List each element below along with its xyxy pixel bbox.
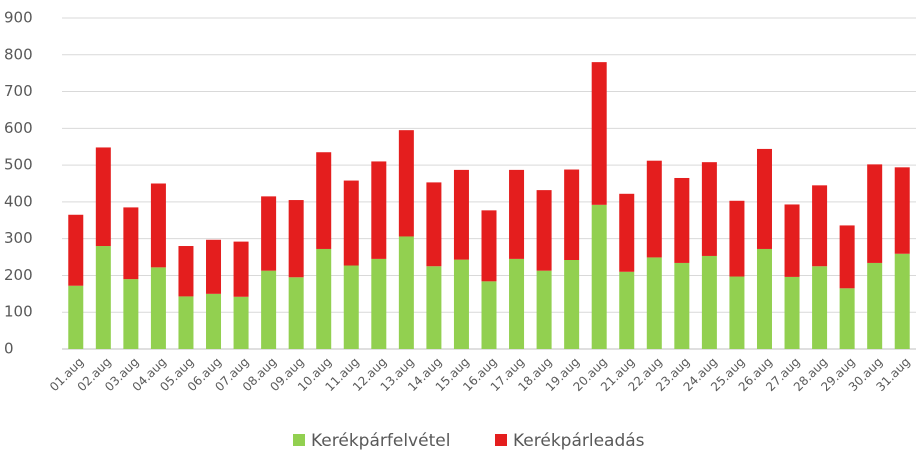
bar-segment	[426, 266, 441, 349]
bar-segment	[537, 271, 552, 349]
bar-segment	[344, 181, 359, 266]
bar-segment	[96, 147, 111, 246]
bar-segment	[261, 196, 276, 270]
bar-segment	[454, 260, 469, 349]
bar-segment	[261, 271, 276, 349]
bar-segment	[206, 294, 221, 349]
bar-segment	[867, 164, 882, 263]
bar-segment	[895, 167, 910, 253]
bar-segment	[234, 297, 249, 349]
y-tick-label: 200	[4, 266, 33, 284]
y-tick-label: 800	[4, 45, 33, 63]
bar-segment	[399, 236, 414, 349]
bar-segment	[371, 259, 386, 349]
bar-segment	[564, 260, 579, 349]
y-tick-label: 700	[4, 82, 33, 100]
bar-segment	[96, 246, 111, 349]
bar-segment	[812, 185, 827, 266]
bar-segment	[840, 288, 855, 349]
bar-segment	[509, 170, 524, 259]
bar-segment	[123, 279, 138, 349]
bar-segment	[289, 277, 304, 349]
legend-swatch	[293, 434, 305, 446]
bar-segment	[399, 130, 414, 236]
bar-segment	[592, 205, 607, 349]
bar-segment	[564, 170, 579, 260]
bar-segment	[812, 266, 827, 349]
bar-segment	[426, 182, 441, 266]
bar-segment	[729, 277, 744, 349]
bar-segment	[316, 249, 331, 349]
bar-segment	[68, 215, 83, 286]
y-tick-label: 900	[4, 9, 33, 27]
chart: 010020030040050060070080090001.aug02.aug…	[0, 0, 918, 452]
bar-segment	[647, 161, 662, 258]
bar-segment	[785, 277, 800, 349]
bar-segment	[537, 190, 552, 271]
bar-segment	[867, 263, 882, 349]
bar-segment	[178, 246, 193, 296]
bar-segment	[729, 201, 744, 277]
bar-segment	[509, 259, 524, 349]
bar-segment	[316, 152, 331, 249]
legend-label: Kerékpárfelvétel	[311, 431, 450, 451]
bar-segment	[619, 194, 634, 272]
y-tick-label: 0	[4, 340, 14, 358]
y-tick-label: 400	[4, 192, 33, 210]
legend-label: Kerékpárleadás	[513, 431, 645, 451]
bar-segment	[289, 200, 304, 277]
y-tick-label: 300	[4, 229, 33, 247]
bar-segment	[371, 161, 386, 258]
bar-segment	[592, 62, 607, 205]
y-tick-label: 500	[4, 156, 33, 174]
bar-segment	[206, 240, 221, 294]
bar-segment	[151, 267, 166, 349]
y-tick-label: 600	[4, 119, 33, 137]
bar-segment	[123, 207, 138, 279]
bar-segment	[840, 225, 855, 288]
bar-segment	[482, 210, 497, 281]
bar-segment	[619, 272, 634, 349]
legend-swatch	[495, 434, 507, 446]
bar-segment	[234, 242, 249, 297]
page: 010020030040050060070080090001.aug02.aug…	[0, 0, 918, 452]
bar-segment	[482, 281, 497, 349]
bar-segment	[454, 170, 469, 260]
bar-segment	[702, 256, 717, 349]
bar-segment	[702, 162, 717, 256]
bar-segment	[151, 184, 166, 268]
bar-segment	[68, 286, 83, 349]
bar-segment	[344, 266, 359, 349]
bar-segment	[757, 249, 772, 349]
bar-segment	[674, 263, 689, 349]
y-tick-label: 100	[4, 303, 33, 321]
bar-segment	[757, 149, 772, 249]
bar-segment	[178, 296, 193, 349]
bar-segment	[647, 257, 662, 349]
bar-segment	[895, 254, 910, 349]
bar-segment	[785, 204, 800, 276]
bar-segment	[674, 178, 689, 263]
